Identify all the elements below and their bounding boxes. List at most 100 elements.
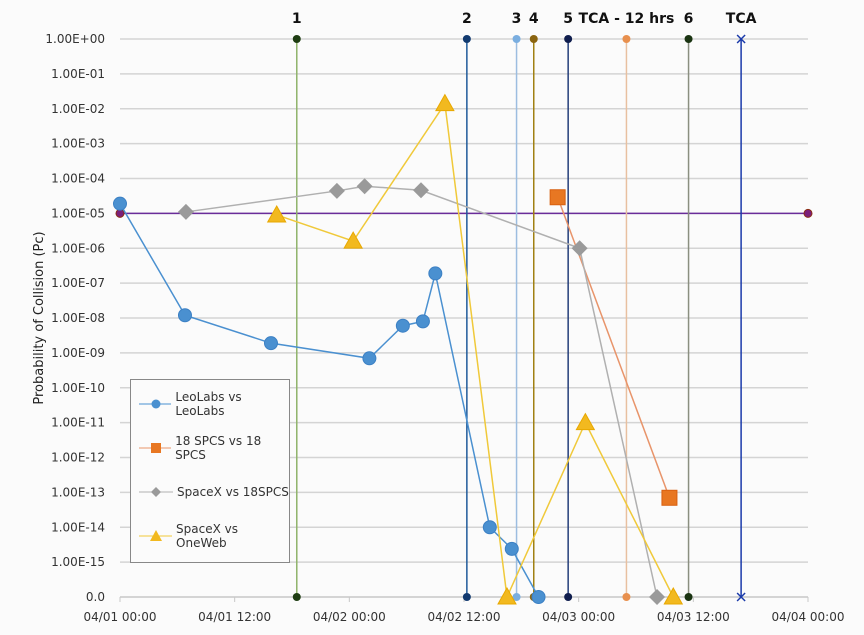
threshold-endpoint	[803, 208, 813, 218]
event-dot-marker	[512, 35, 521, 43]
y-tick-label: 1.00E-13	[51, 485, 105, 499]
x-axis: 04/01 00:00 04/01 12:00 04/02 00:00 04/02 1…	[84, 597, 845, 624]
data-point	[263, 336, 278, 351]
x-tick-label: 04/03 12:00	[657, 610, 730, 624]
legend-item-spacex-18spcs: SpaceX vs 18SPCS	[139, 482, 289, 502]
y-tick-label: 1.00E-03	[51, 137, 105, 151]
event-dot-marker	[462, 35, 471, 43]
data-point	[531, 590, 546, 604]
x-tick-label: 04/01 12:00	[198, 610, 271, 624]
series-line	[119, 203, 540, 598]
data-point	[497, 586, 517, 605]
y-tick-label: 1.00E-12	[51, 451, 105, 465]
event-label: 1	[292, 11, 302, 27]
circle-marker-icon	[139, 399, 172, 409]
event-label: 4	[529, 11, 539, 27]
y-tick-label: 1.00E-11	[51, 416, 105, 430]
legend-item-spacex-oneweb: SpaceX vs OneWeb	[139, 522, 289, 550]
event-dot-marker	[684, 35, 693, 43]
event-dot-marker	[564, 35, 573, 43]
event-line: 2	[462, 11, 472, 601]
data-point	[415, 314, 430, 329]
series-leolabs-vs-leolabs	[113, 196, 546, 604]
event-dot-marker	[512, 593, 521, 601]
event-line: 5	[563, 11, 573, 601]
data-point	[395, 318, 410, 333]
legend-label: SpaceX vs OneWeb	[176, 522, 238, 550]
data-point	[343, 231, 364, 249]
event-label: 5	[563, 11, 573, 27]
event-label: TCA - 12 hrs	[579, 11, 675, 27]
event-x-marker	[736, 34, 746, 44]
y-tick-label: 1.00E-02	[51, 102, 105, 116]
diamond-marker-icon	[139, 487, 173, 497]
data-point	[649, 589, 666, 605]
event-line: 1	[292, 11, 302, 601]
series-layer	[113, 93, 684, 605]
triangle-marker-icon	[139, 530, 173, 541]
event-dot-marker	[292, 593, 301, 601]
event-label: TCA	[726, 11, 757, 27]
data-point	[413, 182, 429, 199]
event-dot-marker	[684, 593, 693, 601]
y-tick-label: 1.00E-14	[51, 520, 105, 534]
y-tick-label: 1.00E-15	[51, 555, 105, 569]
y-tick-labels: 0.0 1.00E-15 1.00E-14 1.00E-13 1.00E-12 1.00E…	[45, 32, 105, 604]
data-point	[356, 178, 373, 195]
data-point	[266, 204, 287, 223]
event-lines: 1 2 3 4 5 TCA - 12 hrs 6 TCA	[292, 11, 757, 602]
x-tick-label: 04/01 00:00	[84, 610, 157, 624]
data-point	[482, 520, 497, 535]
x-tick-label: 04/04 00:00	[772, 610, 845, 624]
legend: LeoLabs vs LeoLabs 18 SPCS vs 18 SPCS Sp…	[130, 379, 290, 563]
event-dot-marker	[462, 593, 471, 601]
y-tick-label: 1.00E-01	[51, 67, 105, 81]
event-line: TCA	[726, 11, 757, 602]
data-point	[177, 308, 192, 323]
y-tick-label: 1.00E-04	[51, 172, 105, 186]
x-tick-label: 04/03 00:00	[542, 610, 615, 624]
data-point	[571, 240, 588, 257]
series-line	[185, 185, 658, 598]
data-point	[428, 266, 443, 281]
data-point	[575, 412, 596, 431]
y-tick-label: 1.00E-08	[51, 311, 105, 325]
y-tick-label: 1.00E-10	[51, 381, 105, 395]
data-point	[328, 182, 345, 199]
data-point	[504, 541, 519, 556]
event-label: 3	[512, 11, 522, 27]
data-point	[435, 93, 455, 112]
legend-label: 18 SPCS vs 18 SPCS	[175, 434, 262, 462]
event-dot-marker	[622, 593, 631, 601]
event-label: 2	[462, 11, 472, 27]
legend-label: LeoLabs vs LeoLabs	[175, 390, 242, 418]
event-dot-marker	[292, 35, 301, 43]
y-tick-label: 1.00E-09	[51, 346, 105, 360]
y-axis-label: Probability of Collision (Pc)	[32, 231, 47, 404]
x-tick-label: 04/02 00:00	[313, 610, 386, 624]
square-marker-icon	[139, 443, 172, 453]
data-point	[177, 203, 194, 220]
event-dot-marker	[622, 35, 631, 43]
data-point	[663, 586, 684, 605]
y-tick-label: 1.00E-06	[51, 241, 105, 255]
x-tick-label: 04/02 12:00	[428, 610, 501, 624]
data-point	[362, 351, 377, 366]
event-line: 4	[529, 11, 539, 601]
legend-item-18spcs: 18 SPCS vs 18 SPCS	[139, 434, 289, 462]
series-spacex-vs-18spcs	[177, 178, 666, 605]
y-tick-label: 1.00E-07	[51, 276, 105, 290]
event-dot-marker	[529, 35, 538, 43]
y-tick-label: 1.00E-05	[51, 206, 105, 220]
event-dot-marker	[564, 593, 573, 601]
data-point	[549, 189, 566, 206]
series-line	[276, 101, 674, 600]
y-tick-label: 1.00E+00	[45, 32, 105, 46]
y-tick-label: 0.0	[86, 590, 105, 604]
data-point	[113, 196, 127, 211]
threshold-line	[115, 208, 813, 218]
legend-label: SpaceX vs 18SPCS	[177, 485, 289, 499]
event-x-marker	[736, 592, 746, 602]
event-line: 6	[684, 11, 693, 601]
legend-item-leolabs: LeoLabs vs LeoLabs	[139, 390, 289, 418]
